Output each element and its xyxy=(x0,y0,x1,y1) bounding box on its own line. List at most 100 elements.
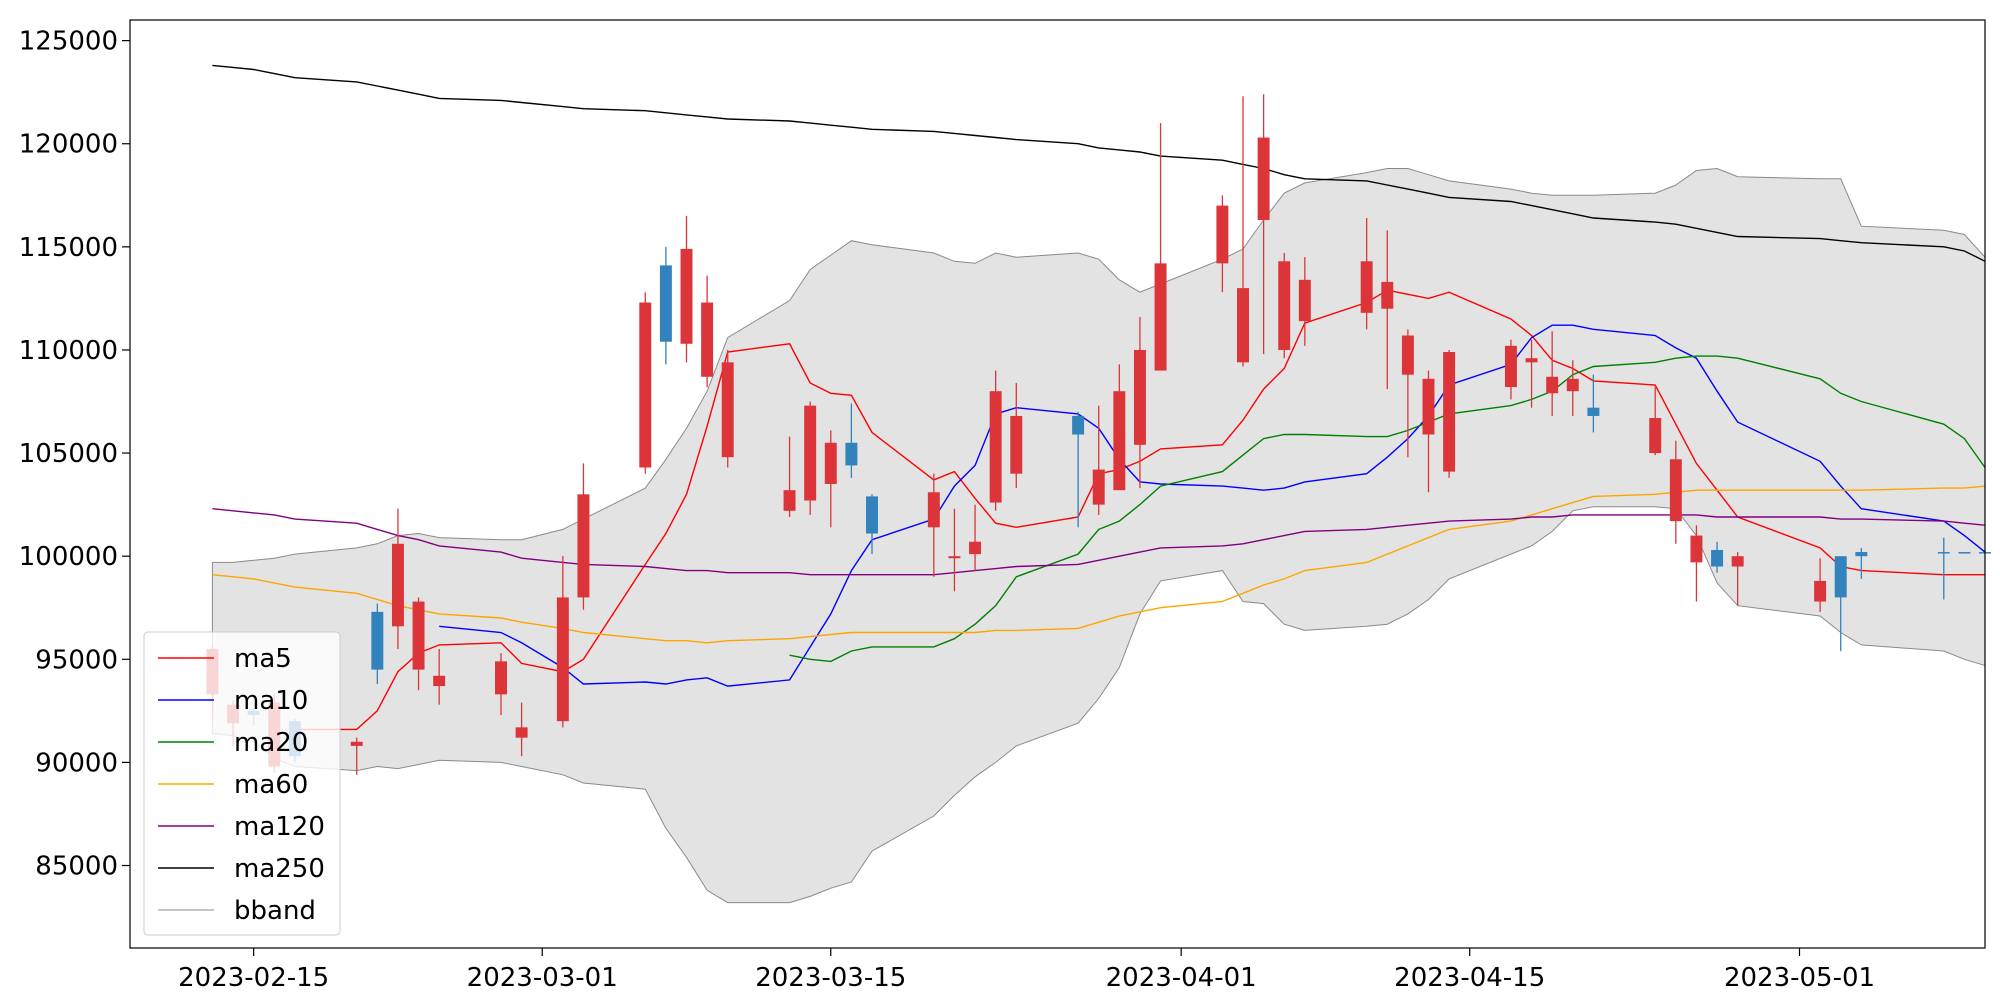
ma120-line xyxy=(212,508,1986,576)
legend-label-ma10: ma10 xyxy=(234,686,308,716)
candle-body xyxy=(1381,281,1394,309)
candle-body xyxy=(1855,552,1868,557)
candle xyxy=(948,508,961,592)
y-tick-label: 125000 xyxy=(19,27,118,57)
candle xyxy=(804,401,817,515)
candle xyxy=(371,603,384,685)
candle xyxy=(866,494,878,555)
legend-label-ma5: ma5 xyxy=(234,644,292,674)
candle-body xyxy=(845,442,858,466)
candle-body xyxy=(1278,261,1291,350)
candle xyxy=(1381,230,1394,390)
candle xyxy=(1237,96,1249,367)
y-tick-label: 110000 xyxy=(19,336,118,366)
candle xyxy=(1937,537,1950,600)
candle-body xyxy=(1669,459,1682,522)
y-axis: 85000 90000 95000 100000 105000 110000 115000 1… xyxy=(19,27,130,882)
candle xyxy=(1092,405,1105,515)
legend: ma5 ma10 ma20 ma60 ma120 ma250 bband xyxy=(143,631,341,936)
candle xyxy=(1154,123,1167,371)
legend-label-ma250: ma250 xyxy=(234,854,325,884)
candle xyxy=(927,473,940,577)
candle-body xyxy=(1401,335,1414,375)
candle xyxy=(577,463,590,610)
ma5-line xyxy=(294,289,1985,731)
x-tick-label: 2023-04-01 xyxy=(1106,963,1257,993)
candle xyxy=(1587,374,1600,433)
candle-body xyxy=(1092,469,1105,505)
candle-body xyxy=(783,490,796,511)
candle xyxy=(1546,331,1559,416)
candle-body xyxy=(1010,415,1023,474)
candle xyxy=(721,349,734,468)
candle xyxy=(783,436,796,517)
candle-body xyxy=(1072,415,1085,435)
candle-body xyxy=(1113,391,1126,491)
candle-body xyxy=(1834,556,1847,598)
candle xyxy=(1855,547,1868,579)
candle-body xyxy=(948,556,961,559)
candle-body xyxy=(1133,349,1146,445)
ma20-line xyxy=(789,355,1986,663)
candle-body xyxy=(495,661,507,695)
candle-body xyxy=(1690,535,1703,563)
candle-body xyxy=(804,405,817,501)
candle-body xyxy=(1937,552,1950,554)
y-tick-label: 105000 xyxy=(19,439,118,469)
candle-body xyxy=(639,302,652,468)
candle-body xyxy=(721,362,734,458)
candle-body xyxy=(1443,352,1456,472)
candle xyxy=(1422,370,1435,493)
candle xyxy=(1401,329,1414,458)
legend-label-ma20: ma20 xyxy=(234,728,308,758)
candle xyxy=(1711,541,1724,573)
candle-body xyxy=(866,496,878,534)
candle-body xyxy=(515,727,528,738)
candle-body xyxy=(1257,137,1270,221)
legend-label-ma60: ma60 xyxy=(234,770,308,800)
candle xyxy=(1298,257,1311,346)
candle-body xyxy=(433,675,446,687)
candle xyxy=(1113,364,1126,491)
moving-average-layer xyxy=(212,64,1986,731)
x-tick-label: 2023-02-15 xyxy=(178,963,329,993)
candle xyxy=(1133,316,1146,489)
candle xyxy=(1216,195,1229,293)
candle xyxy=(1504,339,1517,400)
candle xyxy=(1814,558,1827,612)
candle xyxy=(391,508,404,649)
candle-body xyxy=(1958,552,1971,554)
candle xyxy=(515,702,528,757)
candle-body xyxy=(989,391,1002,503)
candle xyxy=(1649,385,1662,456)
candle xyxy=(845,403,858,478)
candle-body xyxy=(350,741,363,746)
candle xyxy=(659,246,672,365)
candle-body xyxy=(577,494,590,598)
candle xyxy=(1360,217,1373,330)
candle xyxy=(1525,339,1538,408)
candle-body xyxy=(1298,279,1311,322)
candle xyxy=(1958,552,1971,554)
candle-body xyxy=(680,248,693,344)
candle xyxy=(1731,552,1744,606)
candle-body xyxy=(824,442,837,484)
ma10-line xyxy=(439,324,1986,687)
x-tick-label: 2023-04-15 xyxy=(1394,963,1545,993)
candle xyxy=(495,653,507,715)
candle-body xyxy=(1422,378,1435,435)
candle-body xyxy=(1814,580,1827,602)
candle xyxy=(1257,94,1270,355)
candle-body xyxy=(371,611,384,670)
candle-body xyxy=(1360,261,1373,313)
candle xyxy=(680,215,693,363)
candle xyxy=(433,648,446,705)
ma60-line xyxy=(212,485,1986,644)
candle-body xyxy=(1216,205,1229,264)
y-tick-label: 85000 xyxy=(35,852,118,882)
y-tick-label: 100000 xyxy=(19,542,118,572)
legend-box xyxy=(143,631,341,936)
candle xyxy=(824,430,837,528)
